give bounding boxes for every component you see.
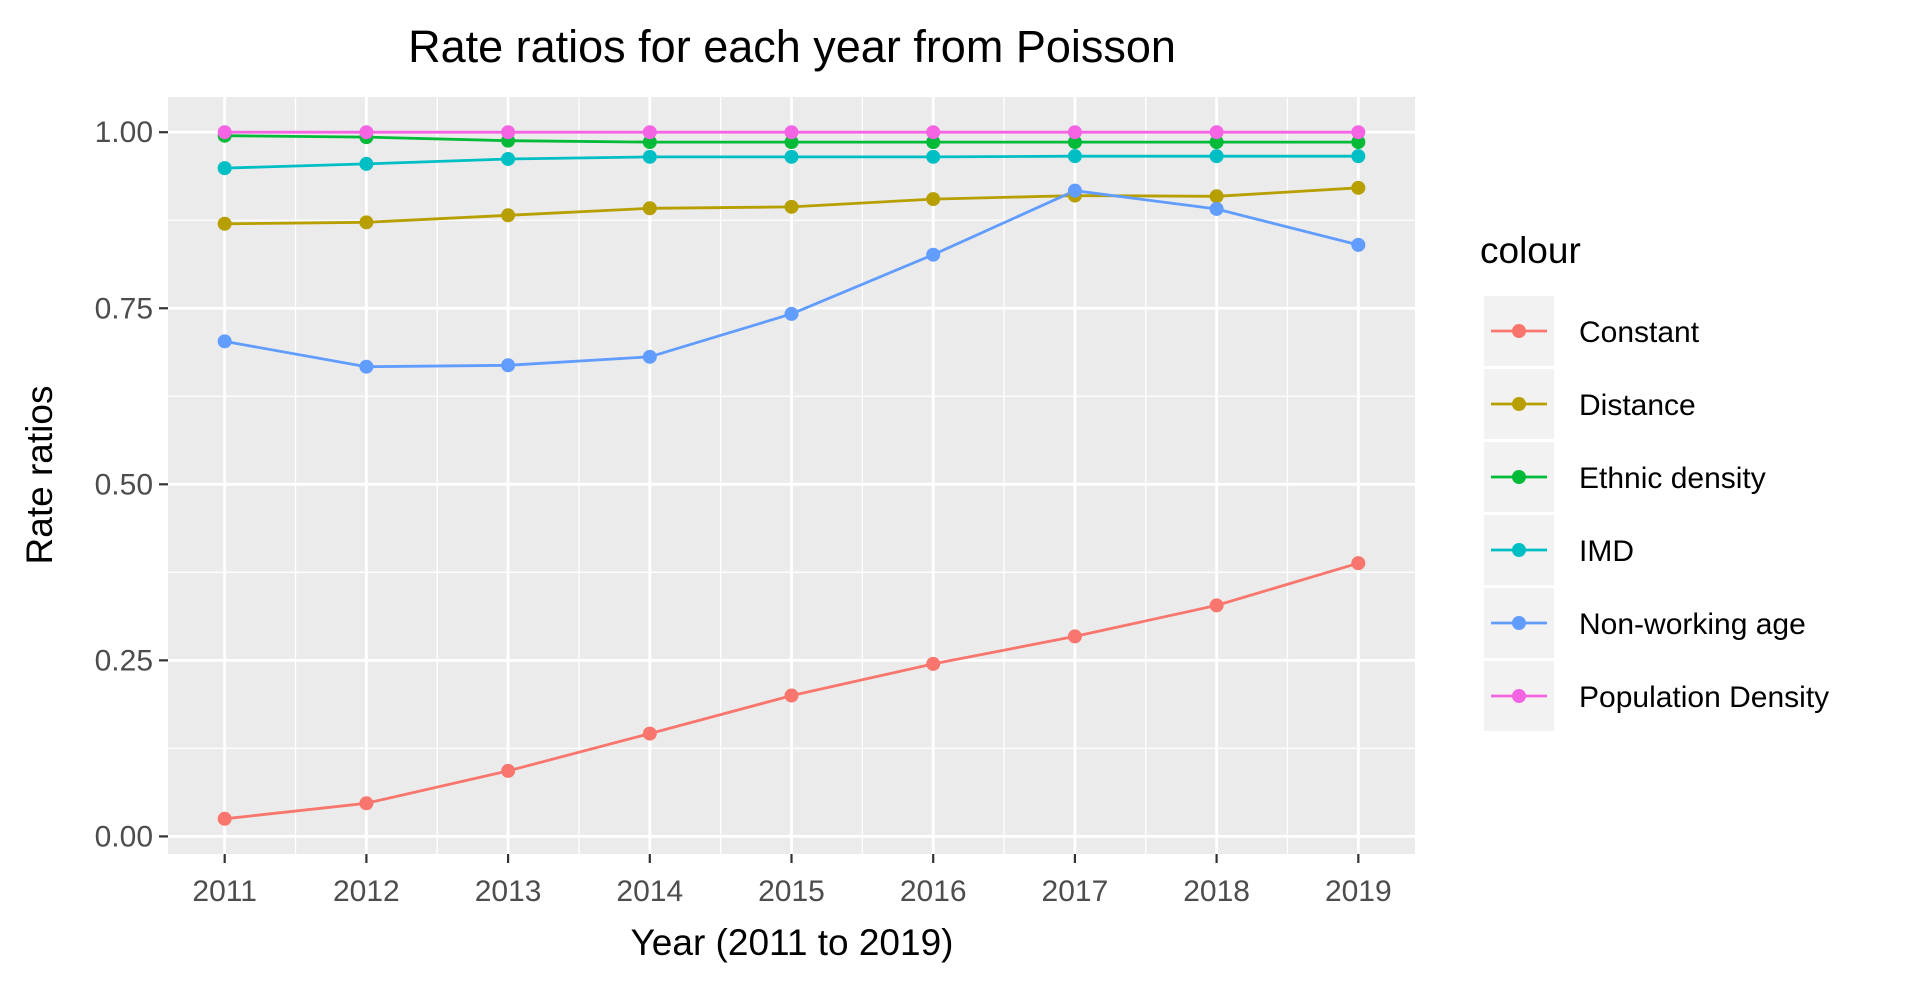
data-point-population-density <box>1209 125 1224 140</box>
data-point-population-density <box>217 125 232 140</box>
data-point-non-working-age <box>359 359 374 374</box>
data-point-imd <box>359 156 374 171</box>
data-point-non-working-age <box>926 247 941 262</box>
data-point-population-density <box>784 125 799 140</box>
y-tick-label: 0.50 <box>95 468 153 501</box>
x-tick-label: 2013 <box>475 875 542 908</box>
data-point-ethnic-density <box>784 135 799 150</box>
y-axis-title: Rate ratios <box>19 386 60 565</box>
x-tick-label: 2015 <box>758 875 825 908</box>
data-point-non-working-age <box>1067 183 1082 198</box>
data-point-imd <box>217 161 232 176</box>
legend: colour Constant Distance Ethnic density IMD… <box>1480 230 1829 731</box>
data-point-constant <box>1067 629 1082 644</box>
legend-label-ethnic-density: Ethnic density <box>1579 462 1766 495</box>
data-point-constant <box>1209 598 1224 613</box>
x-axis-title: Year (2011 to 2019) <box>631 922 954 963</box>
legend-label-non-working-age: Non-working age <box>1579 608 1806 641</box>
legend-label-imd: IMD <box>1579 535 1634 568</box>
series-layer <box>217 125 1366 826</box>
data-point-ethnic-density <box>926 135 941 150</box>
data-point-distance <box>1209 189 1224 204</box>
data-point-distance <box>217 216 232 231</box>
chart-title: Rate ratios for each year from Poisson <box>408 21 1176 72</box>
data-point-population-density <box>359 125 374 140</box>
data-point-non-working-age <box>1351 237 1366 252</box>
legend-title: colour <box>1480 230 1581 271</box>
data-point-population-density <box>642 125 657 140</box>
data-point-constant <box>926 656 941 671</box>
x-tick-label: 2017 <box>1042 875 1109 908</box>
data-point-ethnic-density <box>642 135 657 150</box>
data-point-constant <box>784 688 799 703</box>
data-point-constant <box>501 763 516 778</box>
data-point-distance <box>642 201 657 216</box>
legend-label-constant: Constant <box>1579 316 1700 349</box>
data-point-distance <box>359 215 374 230</box>
legend-key-point-ethnic-density <box>1512 470 1526 484</box>
y-tick-label: 0.75 <box>95 292 153 325</box>
data-point-population-density <box>926 125 941 140</box>
data-point-imd <box>1209 149 1224 164</box>
y-tick-label: 0.25 <box>95 644 153 677</box>
data-point-ethnic-density <box>1351 135 1366 150</box>
x-tick-label: 2018 <box>1183 875 1250 908</box>
data-point-non-working-age <box>1209 201 1224 216</box>
legend-label-population-density: Population Density <box>1579 681 1829 714</box>
x-axis: 2011 2012 2013 2014 2015 2016 2017 2018 2019 <box>192 854 1392 908</box>
x-tick-label: 2014 <box>616 875 683 908</box>
y-tick-label: 0.00 <box>95 820 153 853</box>
legend-label-distance: Distance <box>1579 389 1696 422</box>
legend-key-point-distance <box>1512 397 1526 411</box>
data-point-imd <box>1067 149 1082 164</box>
data-point-imd <box>642 149 657 164</box>
y-axis: 0.00 0.25 0.50 0.75 1.00 <box>95 116 168 853</box>
data-point-non-working-age <box>642 349 657 364</box>
data-point-imd <box>784 149 799 164</box>
x-tick-label: 2016 <box>900 875 967 908</box>
data-point-distance <box>784 199 799 214</box>
x-tick-label: 2011 <box>192 875 257 908</box>
data-point-population-density <box>1067 125 1082 140</box>
x-tick-label: 2019 <box>1325 875 1392 908</box>
data-point-imd <box>926 149 941 164</box>
data-point-constant <box>359 796 374 811</box>
y-tick-label: 1.00 <box>95 116 153 149</box>
data-point-population-density <box>501 125 516 140</box>
data-point-constant <box>1351 556 1366 571</box>
data-point-non-working-age <box>784 306 799 321</box>
data-point-ethnic-density <box>1067 135 1082 150</box>
data-point-ethnic-density <box>1209 135 1224 150</box>
legend-key-point-constant <box>1512 324 1526 338</box>
data-point-population-density <box>1351 125 1366 140</box>
legend-key-point-imd <box>1512 543 1526 557</box>
legend-key-point-population-density <box>1512 689 1526 703</box>
data-point-constant <box>642 726 657 741</box>
data-point-distance <box>926 192 941 207</box>
data-point-imd <box>501 151 516 166</box>
data-point-imd <box>1351 149 1366 164</box>
data-point-non-working-age <box>217 334 232 349</box>
data-point-constant <box>217 811 232 826</box>
data-point-distance <box>1351 180 1366 195</box>
x-tick-label: 2012 <box>333 875 400 908</box>
legend-key-point-non-working-age <box>1512 616 1526 630</box>
data-point-non-working-age <box>501 358 516 373</box>
data-point-distance <box>501 208 516 223</box>
